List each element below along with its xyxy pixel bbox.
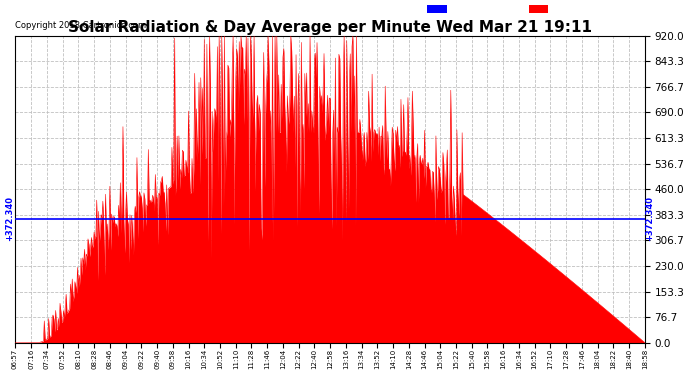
Text: +372.340: +372.340 <box>645 196 654 241</box>
Text: Copyright 2018 Cartronics.com: Copyright 2018 Cartronics.com <box>14 21 146 30</box>
Legend: Median (w/m2), Radiation (w/m2): Median (w/m2), Radiation (w/m2) <box>426 3 640 16</box>
Title: Solar Radiation & Day Average per Minute Wed Mar 21 19:11: Solar Radiation & Day Average per Minute… <box>68 20 592 34</box>
Text: +372.340: +372.340 <box>6 196 14 241</box>
